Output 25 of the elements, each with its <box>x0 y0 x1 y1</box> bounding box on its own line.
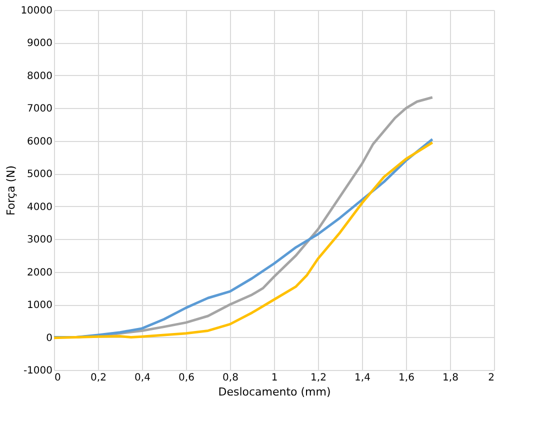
x-tick-label: 1,8 <box>442 372 458 384</box>
y-tick-label: 2000 <box>27 267 52 278</box>
y-tick-label: 4000 <box>27 202 52 213</box>
y-tick-label: 0 <box>46 332 52 344</box>
y-axis-title: Força (N) <box>4 165 18 216</box>
y-tick-label: 5000 <box>27 169 52 180</box>
x-tick-label: 0,6 <box>178 372 194 384</box>
y-tick-label: 8000 <box>27 70 52 82</box>
x-tick-label: 1 <box>271 372 278 384</box>
x-tick-label: 0,2 <box>90 372 106 384</box>
y-tick-label: 7000 <box>27 104 52 115</box>
x-tick-label: 0,8 <box>222 372 238 384</box>
x-tick-label: 0 <box>54 372 61 384</box>
y-tick-label: 3000 <box>27 234 52 246</box>
x-tick-label: 2 <box>488 372 494 384</box>
x-axis-title: Deslocamento (mm) <box>218 386 331 398</box>
x-tick-label: 1,6 <box>398 372 414 384</box>
y-tick-label: 9000 <box>27 38 52 50</box>
y-tick-label: 10000 <box>20 6 52 16</box>
x-tick-label: 0,4 <box>134 372 150 384</box>
y-tick-label: 1000 <box>27 300 52 312</box>
y-tick-label: 6000 <box>27 136 52 148</box>
x-tick-label: 1,4 <box>354 372 370 384</box>
x-tick-label: 1,2 <box>310 372 326 384</box>
y-tick-label: -1000 <box>23 366 52 376</box>
